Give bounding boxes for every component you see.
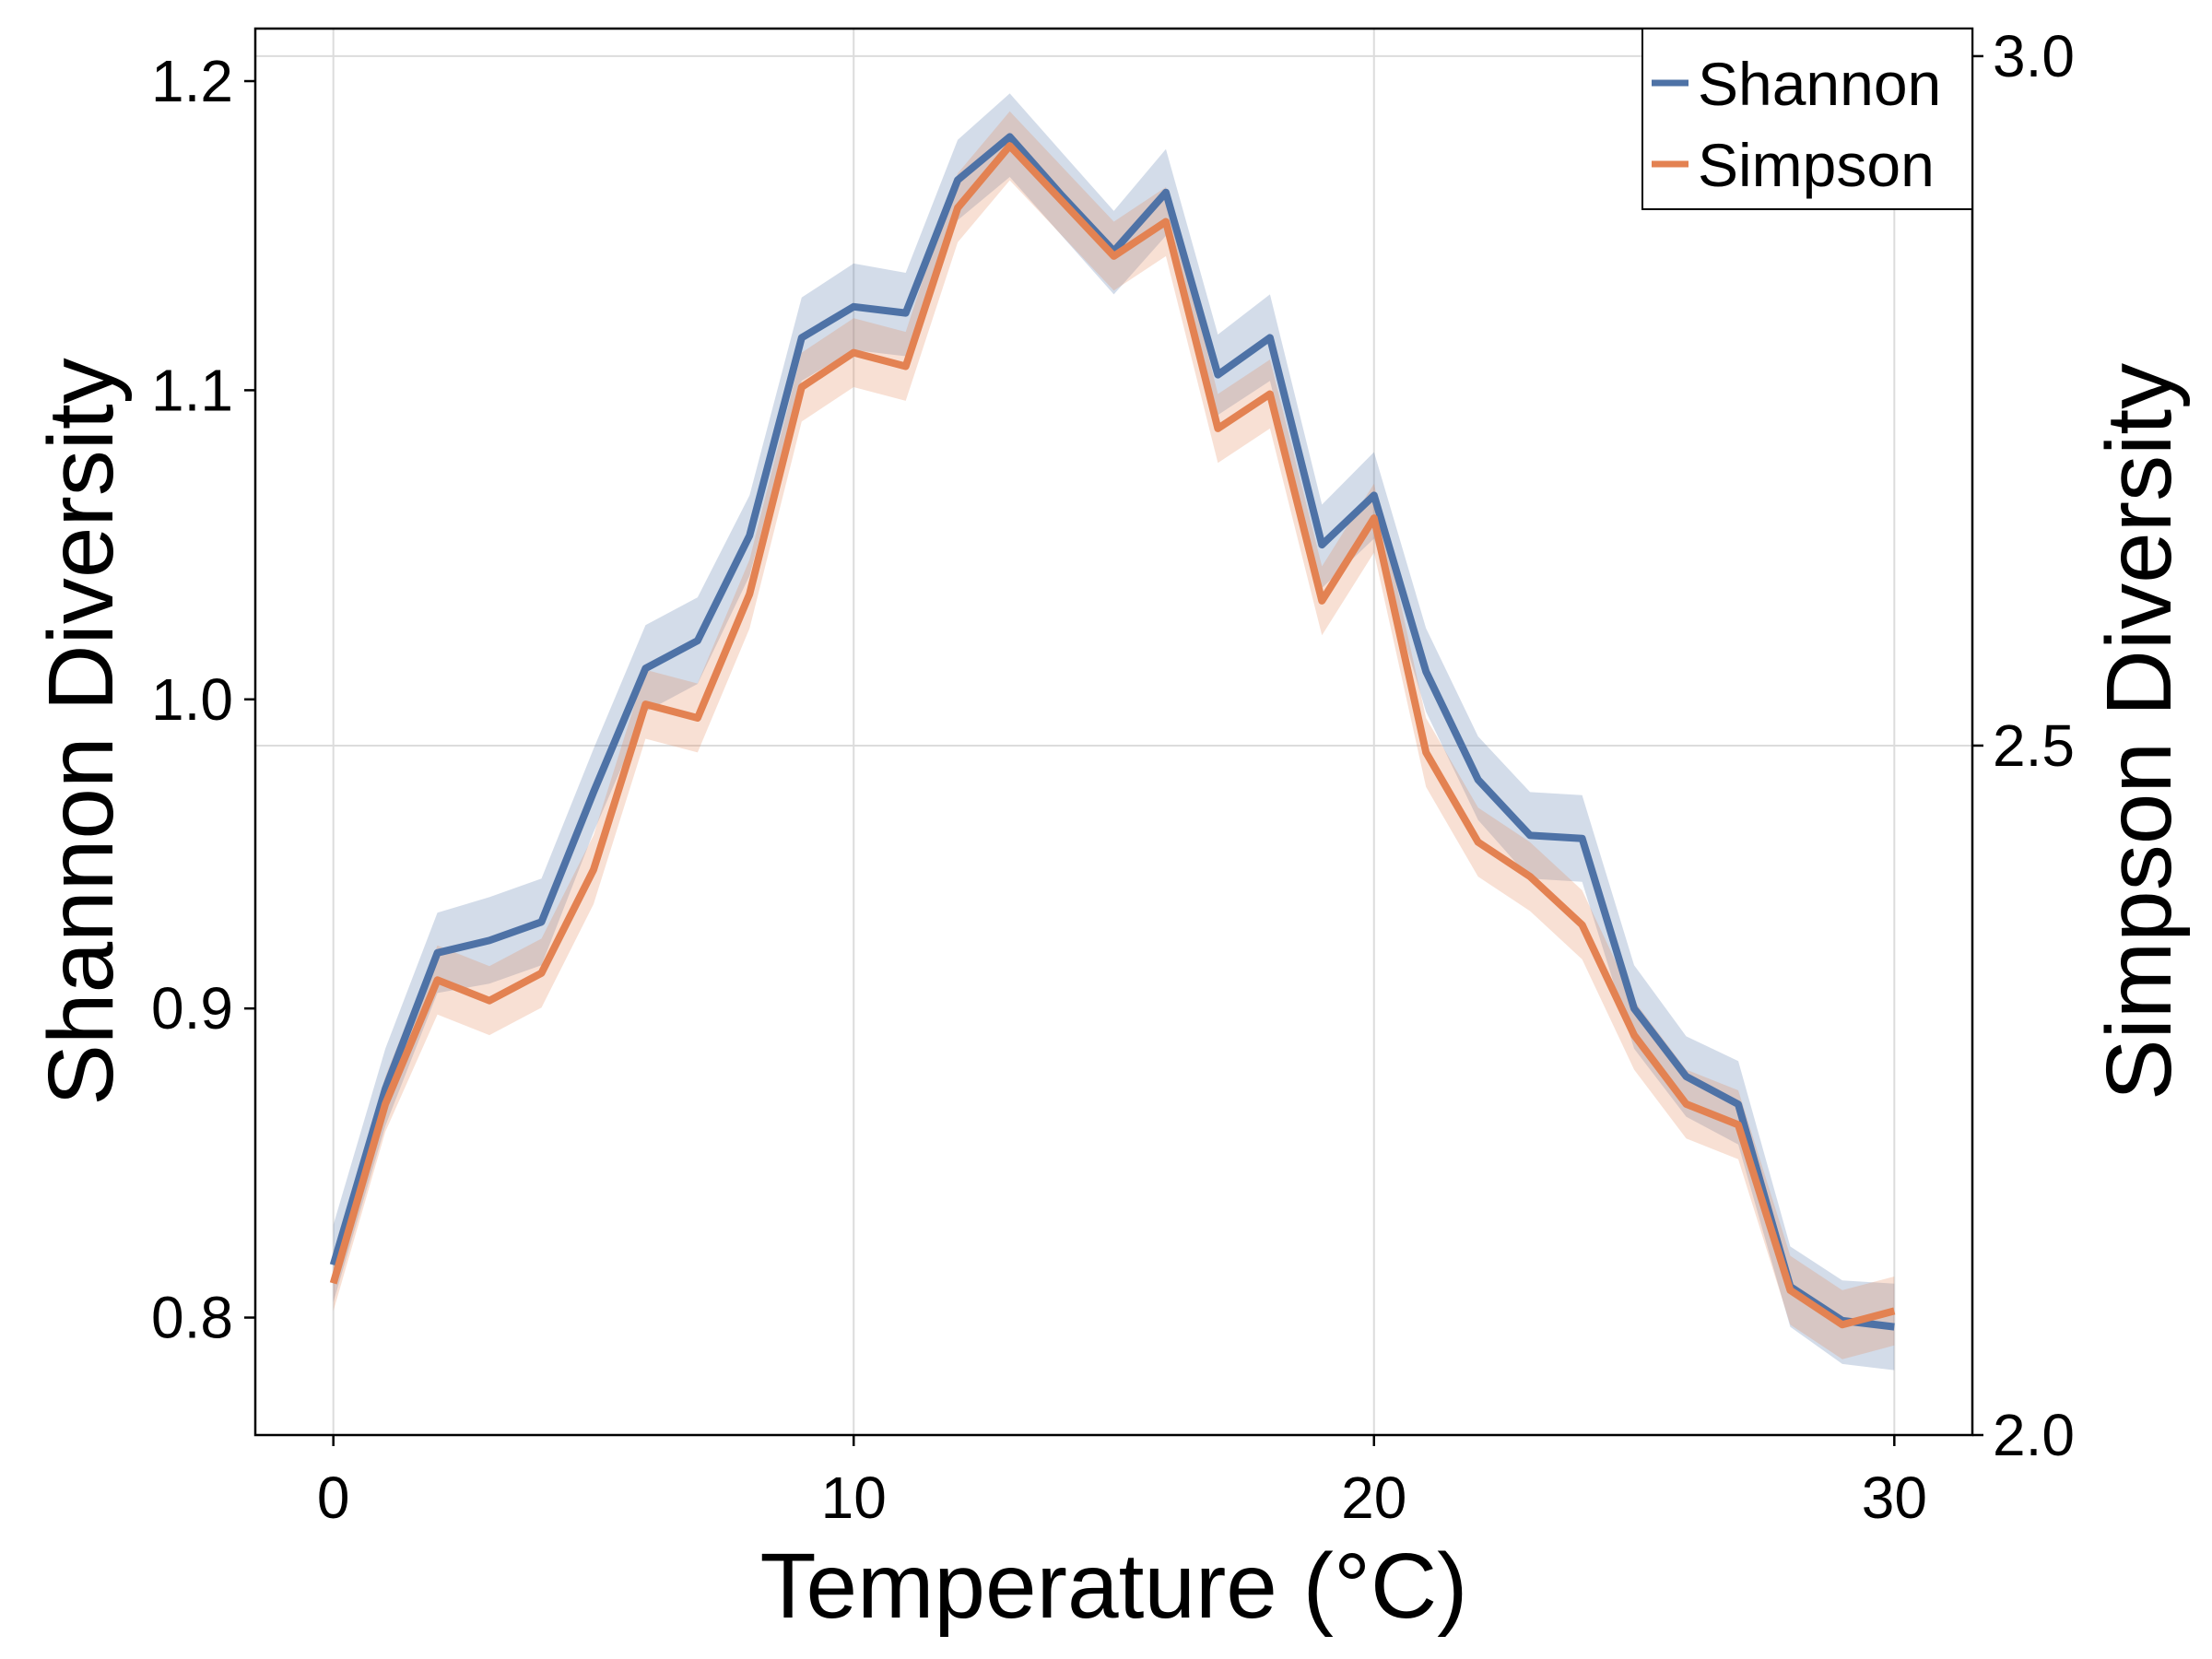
x-axis-title: Temperature (°C) bbox=[760, 1535, 1468, 1638]
y-tick-label: 0.8 bbox=[151, 1285, 233, 1351]
x-tick-label: 0 bbox=[317, 1465, 350, 1531]
y-tick-label: 1.0 bbox=[151, 666, 233, 733]
y2-tick-label: 3.0 bbox=[1993, 23, 2075, 89]
simpson-band bbox=[333, 111, 1895, 1359]
y-axis-title: Shannon Diversity bbox=[29, 358, 133, 1106]
y2-tick-label: 2.5 bbox=[1993, 712, 2075, 779]
legend-label-shannon: Shannon bbox=[1698, 50, 1941, 118]
legend: Shannon Simpson bbox=[1641, 28, 1973, 210]
shannon-line bbox=[329, 133, 1895, 1331]
plot-frame bbox=[253, 27, 1974, 1437]
confidence-bands bbox=[333, 93, 1895, 1371]
x-tick-label: 10 bbox=[821, 1465, 887, 1531]
legend-label-simpson: Simpson bbox=[1698, 131, 1935, 199]
y-tick-label: 1.2 bbox=[151, 48, 233, 114]
y-tick-label: 0.9 bbox=[151, 975, 233, 1041]
y-tick-label: 1.1 bbox=[151, 357, 233, 423]
legend-box bbox=[1641, 28, 1973, 210]
y2-axis-title: Simpson Diversity bbox=[2088, 363, 2191, 1100]
axis-ticks: 0 10 20 30 0.8 0.9 1.0 1.1 1.2 2.0 2.5 3.0 bbox=[151, 23, 2075, 1531]
simpson-line bbox=[329, 142, 1896, 1329]
x-tick-label: 20 bbox=[1341, 1465, 1406, 1531]
series-lines bbox=[329, 133, 1896, 1331]
x-tick-label: 30 bbox=[1862, 1465, 1927, 1531]
y2-tick-label: 2.0 bbox=[1993, 1402, 2075, 1468]
